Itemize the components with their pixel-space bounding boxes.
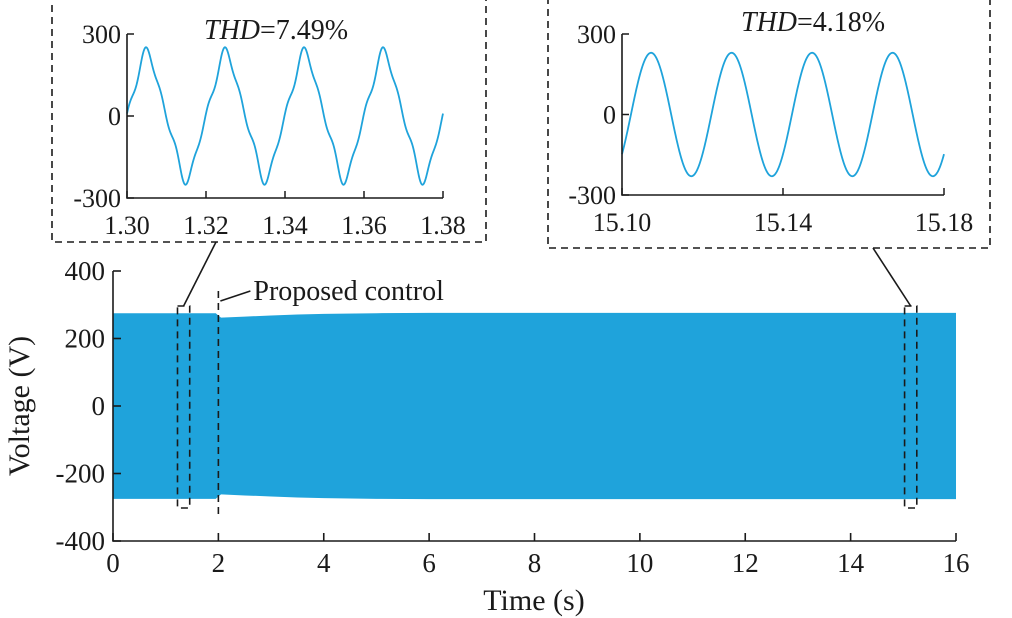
inset-y-tick-label: 0: [108, 102, 121, 131]
inset-x-tick-label: 1.34: [262, 211, 308, 240]
main-x-ticks: 0 2 4 6 8 10 12 14 16: [106, 533, 970, 578]
voltage-envelope: [113, 312, 956, 500]
inset-x-tick-label: 1.30: [104, 211, 150, 240]
x-tick-label: 6: [422, 548, 436, 578]
inset-1-thd: THD=7.49%: [204, 15, 348, 46]
y-tick-label: -400: [56, 526, 106, 556]
inset-1-frame: [51, 0, 487, 243]
x-tick-label: 2: [212, 548, 226, 578]
inset-x-tick-label: 15.18: [915, 208, 974, 237]
y-tick-label: 400: [65, 256, 106, 286]
x-tick-label: 8: [528, 548, 542, 578]
annotation-leader: [220, 290, 251, 302]
x-tick-label: 12: [732, 548, 759, 578]
inset-1-x-ticks: 1.30 1.32 1.34 1.36 1.38: [104, 191, 466, 240]
x-tick-label: 0: [106, 548, 120, 578]
inset-1: 300 0 -300 1.30 1.32 1.34 1.36 1.38 THD=7.49%: [51, 0, 487, 243]
inset-y-tick-label: -300: [73, 184, 121, 213]
main-plot: 400 200 0 -200 -400 0 2 4 6 8 10 12 14 16 Time (s) V…: [3, 241, 970, 617]
x-tick-label: 14: [837, 548, 865, 578]
inset-2: 300 0 -300 15.10 15.14 15.18 THD=4.18%: [547, 0, 991, 249]
y-axis-label: Voltage (V): [3, 336, 36, 476]
inset-y-tick-label: -300: [568, 181, 616, 210]
inset-x-tick-label: 1.32: [183, 211, 229, 240]
x-tick-label: 10: [626, 548, 653, 578]
proposed-control-label: Proposed control: [253, 276, 444, 307]
y-tick-label: 0: [92, 391, 106, 421]
main-y-ticks: 400 200 0 -200 -400: [56, 256, 121, 556]
inset-y-tick-label: 300: [82, 20, 121, 49]
inset-x-tick-label: 1.36: [341, 211, 387, 240]
y-tick-label: -200: [56, 459, 106, 489]
inset-2-frame: [547, 0, 991, 249]
inset-2-thd: THD=4.18%: [741, 7, 885, 38]
inset-2-waveform: [621, 51, 945, 178]
x-axis-label: Time (s): [483, 584, 584, 617]
inset-2-y-ticks: 300 0 -300: [568, 20, 629, 210]
zoom-connector-2: [872, 247, 912, 307]
zoom-window-1: [176, 305, 191, 509]
inset-y-tick-label: 0: [603, 101, 616, 130]
inset-x-tick-label: 15.10: [593, 208, 652, 237]
zoom-connector-1: [182, 241, 217, 307]
inset-2-x-ticks: 15.10 15.14 15.18: [593, 188, 974, 237]
x-tick-label: 16: [943, 548, 970, 578]
inset-y-tick-label: 300: [577, 20, 616, 49]
y-tick-label: 200: [65, 324, 106, 354]
inset-x-tick-label: 15.14: [754, 208, 813, 237]
inset-1-y-ticks: 300 0 -300: [73, 20, 134, 213]
x-tick-label: 4: [317, 548, 331, 578]
inset-x-tick-label: 1.38: [420, 211, 466, 240]
inset-1-waveform: [126, 46, 444, 186]
